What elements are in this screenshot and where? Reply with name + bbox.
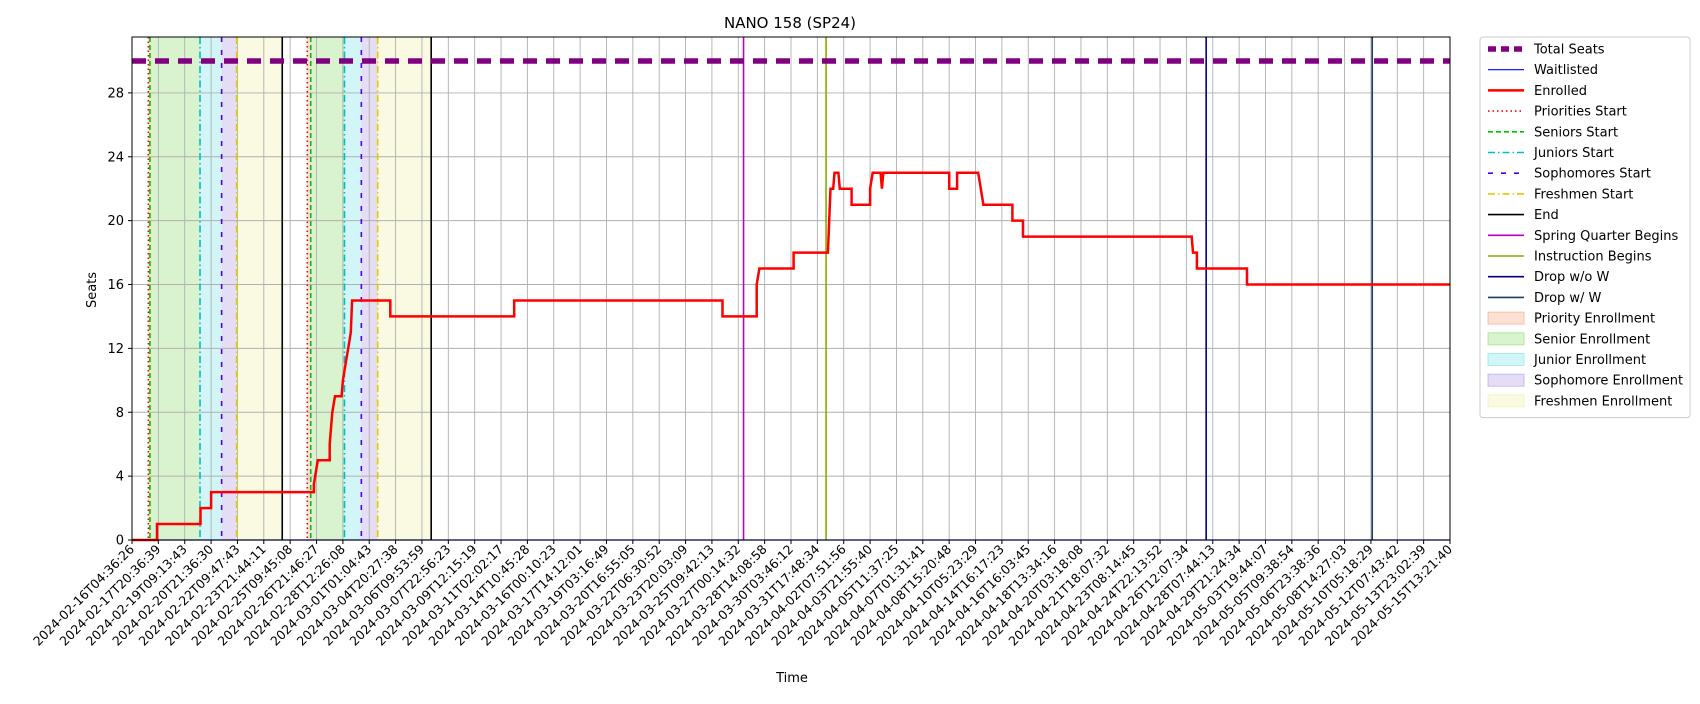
legend-label: Junior Enrollment — [1533, 353, 1646, 368]
legend-label: Priority Enrollment — [1534, 312, 1655, 327]
legend-swatch — [1487, 394, 1525, 408]
x-axis-label: Time — [775, 671, 808, 686]
period-band — [310, 37, 345, 540]
period-band — [236, 37, 283, 540]
legend-label: Juniors Start — [1533, 146, 1614, 161]
y-tick-label: 0 — [116, 534, 124, 549]
legend-label: Drop w/o W — [1534, 270, 1610, 285]
series-line — [132, 171, 1450, 542]
y-tick-label: 24 — [107, 150, 124, 165]
legend-label: Sophomore Enrollment — [1534, 374, 1683, 389]
legend-label: Total Seats — [1533, 43, 1605, 58]
legend-box — [1479, 36, 1691, 419]
legend-swatch — [1487, 373, 1525, 387]
legend-label: Freshmen Start — [1534, 187, 1633, 202]
legend-label: Spring Quarter Begins — [1534, 229, 1678, 244]
y-tick-label: 4 — [116, 470, 124, 485]
y-tick-label: 8 — [116, 406, 124, 421]
period-band — [344, 37, 362, 540]
legend-label: Sophomores Start — [1534, 167, 1651, 182]
y-tick-label: 28 — [107, 86, 124, 101]
legend-label: Enrolled — [1534, 84, 1587, 99]
y-axis-label: Seats — [85, 272, 100, 308]
legend-label: Priorities Start — [1534, 105, 1627, 120]
legend-swatch — [1487, 311, 1525, 325]
legend-label: End — [1534, 208, 1559, 223]
legend-label: Seniors Start — [1534, 125, 1618, 140]
period-band — [149, 37, 201, 540]
legend-swatch — [1487, 332, 1525, 346]
legend-label: Waitlisted — [1534, 63, 1598, 78]
period-band — [307, 37, 311, 540]
y-tick-label: 12 — [107, 342, 124, 357]
legend-label: Freshmen Enrollment — [1534, 394, 1672, 409]
chart-title: NANO 158 (SP24) — [724, 14, 856, 32]
legend-label: Senior Enrollment — [1534, 332, 1650, 347]
period-band — [221, 37, 237, 540]
period-band — [377, 37, 432, 540]
legend-label: Drop w/ W — [1534, 291, 1602, 306]
y-tick-label: 20 — [107, 214, 124, 229]
y-tick-label: 16 — [107, 278, 124, 293]
legend-label: Instruction Begins — [1534, 250, 1652, 265]
legend-swatch — [1487, 353, 1525, 366]
